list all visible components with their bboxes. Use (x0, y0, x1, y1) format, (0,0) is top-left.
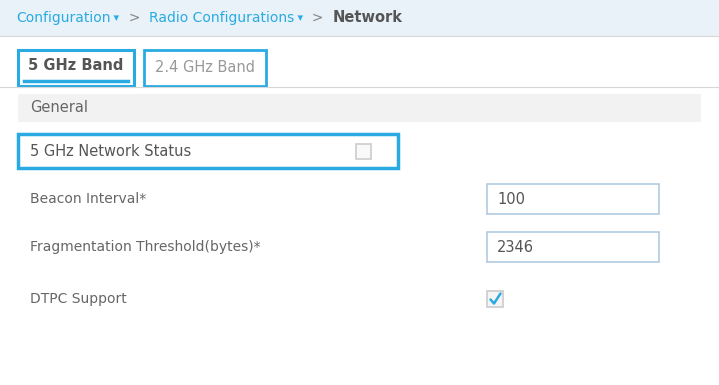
Text: Beacon Interval*: Beacon Interval* (30, 192, 146, 206)
Bar (0, 0, 719, 36)
Text: 5 GHz Network Status: 5 GHz Network Status (30, 144, 191, 159)
Text: Radio Configurations: Radio Configurations (149, 11, 294, 25)
Text: 2346: 2346 (497, 239, 534, 254)
Text: General: General (30, 100, 88, 115)
Bar (487, 184, 659, 214)
Text: ▾: ▾ (294, 13, 303, 23)
Text: 2.4 GHz Band: 2.4 GHz Band (155, 60, 255, 75)
Bar (356, 144, 371, 159)
Text: Fragmentation Threshold(bytes)*: Fragmentation Threshold(bytes)* (30, 240, 260, 254)
Bar (18, 134, 398, 168)
Text: ▾: ▾ (111, 13, 119, 23)
Text: Network: Network (332, 10, 402, 25)
Bar (487, 232, 659, 262)
Text: 5 GHz Band: 5 GHz Band (28, 59, 124, 74)
Bar (18, 94, 701, 122)
Bar (18, 50, 134, 86)
Text: DTPC Support: DTPC Support (30, 292, 127, 306)
Bar (487, 291, 503, 307)
Text: >: > (303, 11, 332, 25)
Text: >: > (119, 11, 149, 25)
Text: 100: 100 (497, 191, 525, 206)
Bar (144, 50, 266, 86)
Text: Configuration: Configuration (16, 11, 111, 25)
